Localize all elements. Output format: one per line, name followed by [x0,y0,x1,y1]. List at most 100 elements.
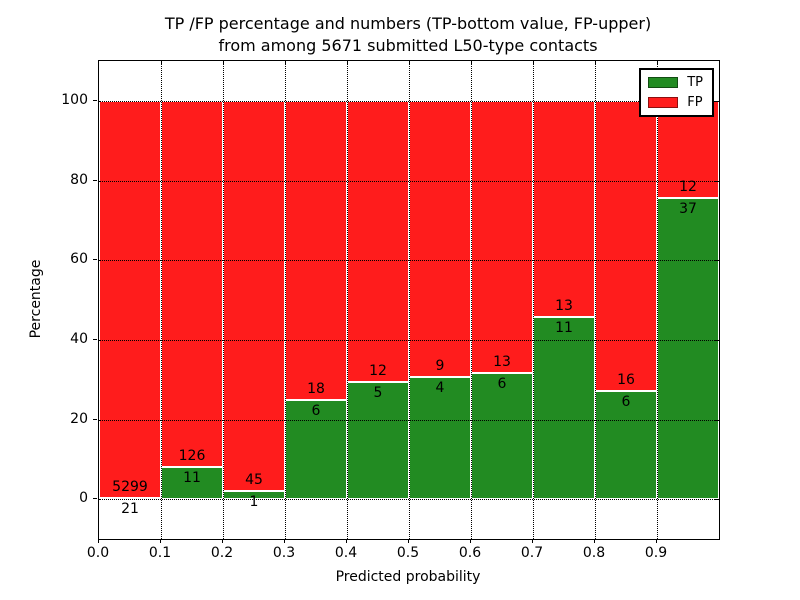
bar-segment-fp-6 [471,100,533,374]
top-tick-8 [595,61,596,65]
tp-count-label-6: 6 [497,376,507,393]
fp-count-label-4: 12 [369,363,387,379]
x-gridline-9 [657,61,658,539]
x-tick-label-0.7: 0.7 [520,545,544,561]
x-tick-label-0.5: 0.5 [396,545,420,561]
x-gridline-4 [347,61,348,539]
chart-title-line1: TP /FP percentage and numbers (TP-bottom… [164,14,652,33]
x-gridline-5 [409,61,410,539]
x-tick-label-0.6: 0.6 [458,545,482,561]
tp-count-label-8: 6 [621,393,631,410]
chart-title-line2: from among 5671 submitted L50-type conta… [218,36,598,55]
fp-count-label-1: 126 [178,448,206,465]
tp-count-label-5: 4 [435,379,445,396]
x-tick-mark-0.7 [532,539,533,543]
x-tick-mark-0.4 [346,539,347,543]
y-tick-mark-80 [93,179,97,181]
gridlines-layer [99,61,719,539]
x-tick-mark-0.6 [470,539,471,543]
x-gridline-2 [223,61,224,539]
legend: TP FP [639,68,714,117]
y-tick-label-80: 80 [70,171,88,188]
bar-segment-fp-5 [409,100,471,377]
right-tick-60 [715,260,719,262]
right-tick-40 [715,339,719,341]
x-tick-mark-0.9 [656,539,657,543]
x-tick-label-0.8: 0.8 [582,545,606,561]
x-tick-label-0.0: 0.0 [86,545,110,561]
fp-count-label-7: 13 [555,297,573,314]
top-tick-7 [533,61,534,65]
right-tick-0 [715,499,719,501]
x-tick-mark-0.2 [222,539,223,543]
x-gridline-3 [285,61,286,539]
top-tick-1 [161,61,162,65]
fp-count-label-9: 12 [679,179,697,196]
x-gridline-7 [533,61,534,539]
right-tick-80 [715,180,719,182]
bar-segment-tp-0 [99,497,161,500]
y-tick-mark-0 [93,498,97,500]
top-tick-6 [471,61,472,65]
plot-area: 5299 21 126 11 45 1 18 6 12 5 9 4 13 6 13 11 16 6 12 37 TP F… [98,60,720,540]
top-tick-5 [409,61,410,65]
bar-segment-tp-9 [657,198,719,500]
y-tick-label-0: 0 [79,490,88,507]
top-tick-2 [223,61,224,65]
y-tick-label-100: 100 [61,91,88,108]
legend-label-tp: TP [687,75,703,90]
legend-label-fp: FP [687,95,703,110]
inner-ticks-layer [99,61,719,539]
y-gridline-60 [99,260,719,262]
y-tick-label-20: 20 [70,410,88,427]
x-tick-mark-0.0 [98,539,99,543]
x-tick-label-0.9: 0.9 [644,545,668,561]
tp-count-label-9: 37 [679,201,697,218]
top-tick-9 [657,61,658,65]
y-gridline-100 [99,100,719,102]
tp-count-label-3: 6 [311,402,321,419]
tp-count-label-4: 5 [373,385,383,401]
bar-segment-tp-3 [285,399,347,500]
x-tick-label-0.3: 0.3 [272,545,296,561]
fp-count-label-8: 16 [617,371,635,388]
legend-item-fp: FP [648,96,703,109]
fp-count-label-6: 13 [493,354,511,371]
x-tick-mark-0.3 [284,539,285,543]
right-tick-100 [715,100,719,102]
y-axis-label: Percentage [28,259,44,339]
bar-segment-tp-6 [471,373,533,500]
legend-swatch-tp [648,77,679,88]
chart-title: TP /FP percentage and numbers (TP-bottom… [98,13,718,57]
tp-count-label-1: 11 [183,470,201,487]
y-tick-label-60: 60 [70,251,88,268]
bar-value-labels-layer: 5299 21 126 11 45 1 18 6 12 5 9 4 13 6 13 11 16 6 12 37 [99,61,719,539]
x-axis-label: Predicted probability [335,569,481,585]
y-tick-mark-40 [93,338,97,340]
tp-count-label-0: 21 [121,500,139,517]
x-tick-mark-0.5 [408,539,409,543]
bars-layer [99,61,719,539]
x-tick-mark-0.8 [594,539,595,543]
tp-count-label-7: 11 [555,319,573,336]
tp-count-label-2: 1 [249,493,259,510]
top-tick-3 [285,61,286,65]
fp-count-label-3: 18 [307,380,325,397]
fp-count-label-0: 5299 [112,478,148,495]
x-tick-mark-0.1 [160,539,161,543]
legend-swatch-fp [648,97,679,108]
y-tick-label-40: 40 [70,330,88,347]
x-tick-label-0.4: 0.4 [334,545,358,561]
fp-count-label-2: 45 [245,471,263,488]
bar-segment-tp-7 [533,316,595,500]
legend-item-tp: TP [648,76,703,89]
y-tick-mark-60 [93,259,97,261]
y-tick-mark-20 [93,418,97,420]
x-gridline-6 [471,61,472,539]
y-gridline-80 [99,180,719,182]
top-tick-4 [347,61,348,65]
x-gridline-1 [161,61,162,539]
y-gridline-0 [99,499,719,501]
bar-segment-tp-1 [161,467,223,500]
